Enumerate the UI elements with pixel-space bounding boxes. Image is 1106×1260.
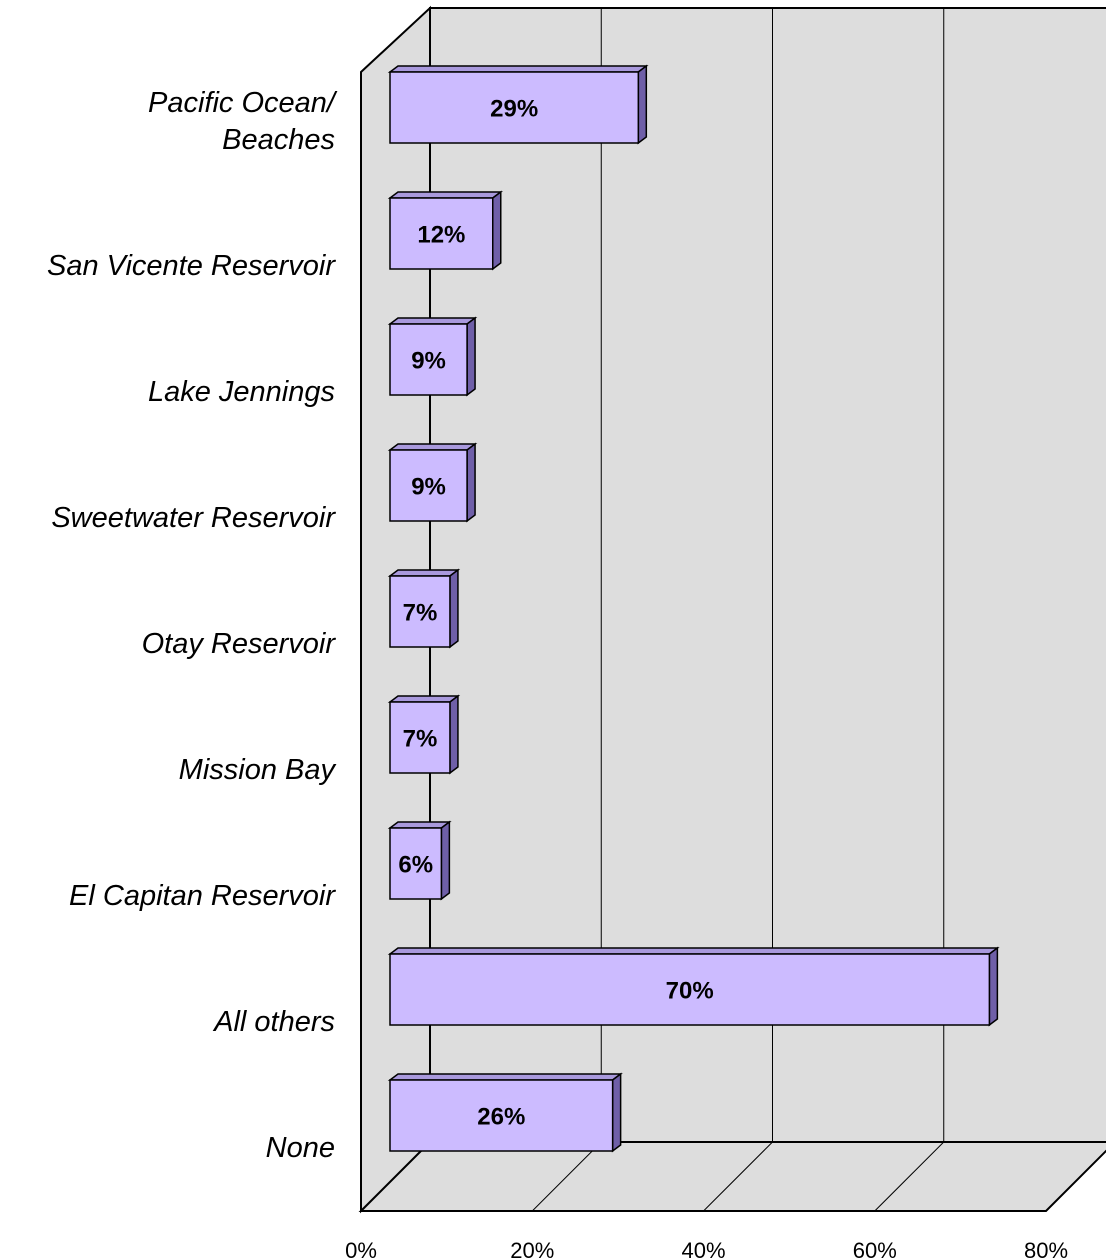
y-tick-label: El Capitan Reservoir <box>69 880 335 912</box>
bar-top <box>387 695 461 703</box>
bar-top <box>387 191 503 199</box>
value-label: 70% <box>666 978 714 1005</box>
bar-side <box>466 316 476 397</box>
x-tick-label: 60% <box>853 1238 897 1260</box>
bar <box>389 827 443 900</box>
y-tick-label: Pacific Ocean/ Beaches <box>148 87 335 156</box>
bar-side <box>449 694 459 775</box>
bar-top <box>387 1073 623 1081</box>
bar <box>389 701 451 774</box>
bar-side <box>449 568 459 649</box>
floor-grid-line <box>874 1141 945 1212</box>
value-label: 9% <box>411 348 446 375</box>
y-tick-label: Mission Bay <box>178 754 335 786</box>
value-label: 9% <box>411 474 446 501</box>
y-tick-label: San Vicente Reservoir <box>46 250 335 282</box>
bar-top <box>387 821 452 829</box>
floor-grid-line <box>531 1141 602 1212</box>
bar <box>389 1079 614 1152</box>
bar <box>389 197 494 270</box>
y-tick-label: Lake Jennings <box>147 376 335 408</box>
bar-side <box>611 1072 622 1153</box>
bar-side <box>440 820 451 901</box>
bar-top <box>387 317 478 325</box>
floor-grid-line <box>1045 1150 1106 1212</box>
value-label: 7% <box>403 726 438 753</box>
value-label: 6% <box>398 852 433 879</box>
x-tick-label: 40% <box>681 1238 725 1260</box>
y-tick-label: None <box>265 1132 335 1164</box>
bar <box>389 953 991 1026</box>
value-label: 7% <box>403 600 438 627</box>
bar-top <box>387 443 478 451</box>
x-tick-label: 0% <box>345 1238 377 1260</box>
bar-top <box>387 947 1000 955</box>
bar <box>389 71 640 144</box>
value-label: 29% <box>490 96 538 123</box>
value-label: 12% <box>417 222 465 249</box>
floor <box>358 1141 1106 1212</box>
x-tick-label: 20% <box>510 1238 554 1260</box>
floor-grid-line <box>360 1141 431 1212</box>
bar-side <box>988 946 999 1027</box>
y-tick-label: Sweetwater Reservoir <box>51 502 335 534</box>
bar <box>389 449 468 522</box>
bar-side <box>466 442 476 523</box>
value-label: 26% <box>477 1104 525 1131</box>
bar-top <box>387 65 649 73</box>
bar-side <box>492 190 502 271</box>
y-tick-label: Otay Reservoir <box>141 628 335 660</box>
bar-top <box>387 569 461 577</box>
bar <box>389 323 468 396</box>
bar <box>389 575 451 648</box>
bar-side <box>637 64 648 145</box>
floor-grid-line <box>703 1141 773 1212</box>
x-tick-label: 80% <box>1024 1238 1068 1260</box>
y-tick-label: All others <box>214 1006 335 1038</box>
